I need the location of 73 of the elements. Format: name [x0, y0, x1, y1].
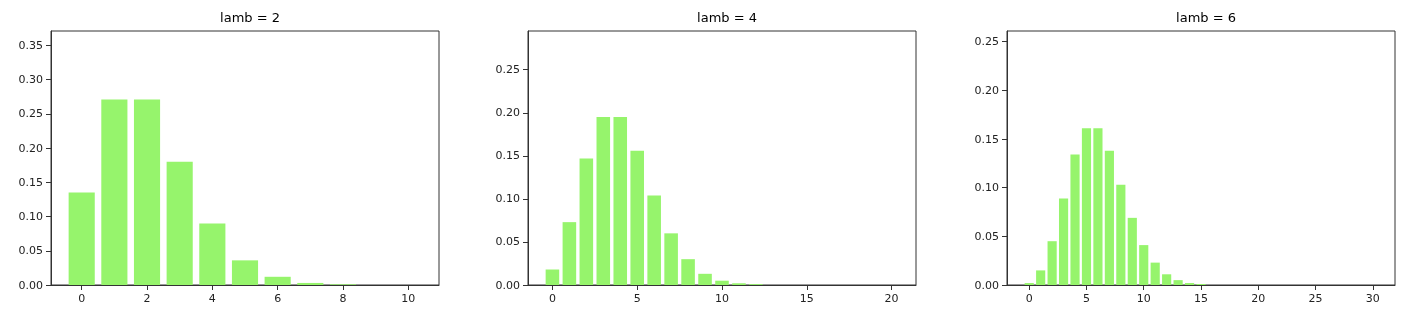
bar — [698, 273, 712, 285]
bar — [715, 280, 729, 285]
x-tick-label: 15 — [799, 292, 814, 305]
bar — [1127, 217, 1137, 285]
bar — [1162, 274, 1172, 285]
y-tick-label: 0.25 — [18, 107, 43, 121]
x-tick-label: 25 — [1308, 292, 1323, 305]
bar — [231, 260, 259, 285]
bar — [613, 117, 628, 285]
y-tick-label: 0.10 — [18, 210, 43, 224]
x-tick-label: 10 — [715, 292, 729, 305]
bar — [264, 276, 291, 285]
y-tick-label: 0.05 — [495, 235, 520, 249]
x-tick-label: 15 — [1194, 292, 1208, 305]
bar — [630, 150, 644, 285]
bar — [647, 195, 661, 285]
x-tick-label: 8 — [339, 292, 347, 305]
chart-title: lamb = 2 — [220, 10, 280, 25]
bar — [101, 99, 128, 285]
x-tick-label: 5 — [1082, 292, 1090, 305]
bar — [1070, 154, 1080, 285]
y-tick-label: 0.25 — [974, 35, 999, 49]
x-tick-label: 5 — [633, 292, 641, 305]
x-tick-label: 10 — [1136, 292, 1151, 305]
bar — [579, 158, 594, 285]
x-tick-label: 4 — [208, 292, 216, 305]
x-tick-label: 30 — [1365, 292, 1380, 305]
bar — [1139, 245, 1149, 285]
bar — [166, 161, 193, 285]
x-tick-label: 6 — [274, 292, 282, 305]
y-tick-label: 0.25 — [495, 63, 520, 77]
bar — [1047, 241, 1057, 285]
bar — [1081, 128, 1092, 285]
chart-title: lamb = 4 — [697, 10, 757, 25]
bar — [1036, 270, 1046, 285]
y-tick-label: 0.00 — [974, 278, 999, 292]
y-tick-label: 0.15 — [495, 149, 520, 163]
y-tick-label: 0.35 — [18, 38, 43, 52]
bar — [545, 269, 560, 285]
bar — [1116, 184, 1126, 285]
bar — [681, 259, 695, 285]
bar — [133, 99, 161, 285]
y-tick-label: 0.20 — [974, 83, 999, 97]
y-tick-label: 0.15 — [18, 175, 43, 189]
x-tick-label: 2 — [143, 292, 151, 305]
x-tick-label: 0 — [548, 292, 556, 305]
y-tick-label: 0.15 — [974, 132, 999, 146]
y-tick-label: 0.10 — [495, 192, 520, 206]
bar — [1093, 128, 1103, 285]
y-tick-label: 0.05 — [974, 229, 999, 243]
chart-title: lamb = 6 — [1176, 10, 1236, 25]
x-tick-label: 0 — [1025, 292, 1033, 305]
bar — [596, 117, 611, 285]
bar — [1150, 262, 1160, 285]
y-tick-label: 0.00 — [18, 278, 43, 292]
x-tick-label: 10 — [401, 292, 416, 305]
y-tick-label: 0.05 — [18, 244, 43, 258]
x-tick-label: 20 — [884, 292, 899, 305]
bar — [1104, 150, 1114, 285]
bar — [562, 222, 577, 285]
y-tick-label: 0.00 — [495, 278, 520, 292]
bar — [297, 282, 324, 285]
bar — [199, 223, 226, 285]
y-tick-label: 0.10 — [974, 181, 999, 195]
x-tick-label: 0 — [78, 292, 86, 305]
bar — [664, 233, 678, 285]
bar — [68, 192, 95, 285]
y-tick-label: 0.20 — [495, 106, 520, 120]
bar — [1173, 280, 1183, 285]
y-tick-label: 0.20 — [18, 141, 43, 155]
bar — [1058, 198, 1069, 285]
y-tick-label: 0.30 — [18, 73, 43, 87]
x-tick-label: 20 — [1251, 292, 1266, 305]
